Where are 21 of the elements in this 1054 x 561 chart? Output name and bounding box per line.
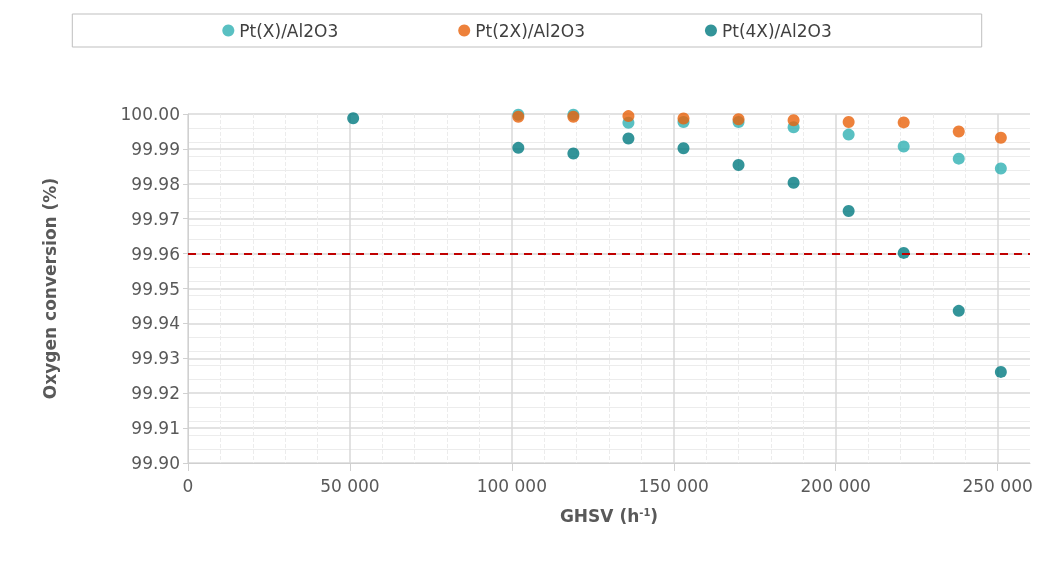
y-tick-label: 99.98 [131,173,180,194]
y-tick-label: 99.91 [131,418,180,439]
x-tick-label: 200 000 [800,475,871,496]
y-tick-label: 100.00 [120,104,180,124]
y-tick-label: 99.93 [131,348,180,369]
x-tick-label: 150 000 [638,475,709,496]
x-tick-label: 50 000 [320,475,380,496]
y-tick-label: 99.95 [131,278,180,299]
x-tick-label: 250 000 [962,475,1033,496]
legend-label: Pt(4X)/Al2O3 [721,20,832,41]
y-tick-label: 99.97 [131,208,180,229]
legend-label: Pt(2X)/Al2O3 [475,20,585,41]
y-tick-label: 99.92 [131,383,180,404]
y-tick-label: 99.94 [131,313,180,334]
legend-label: Pt(X)/Al2O3 [239,20,339,41]
y-tick-label: 99.96 [131,243,180,264]
x-tick-label: 0 [182,475,194,496]
y-tick-label: 99.90 [131,453,180,473]
y-tick-label: 99.99 [131,138,180,159]
y-axis-title: Oxygen conversion (%) [39,177,60,400]
x-tick-label: 100 000 [476,475,547,496]
